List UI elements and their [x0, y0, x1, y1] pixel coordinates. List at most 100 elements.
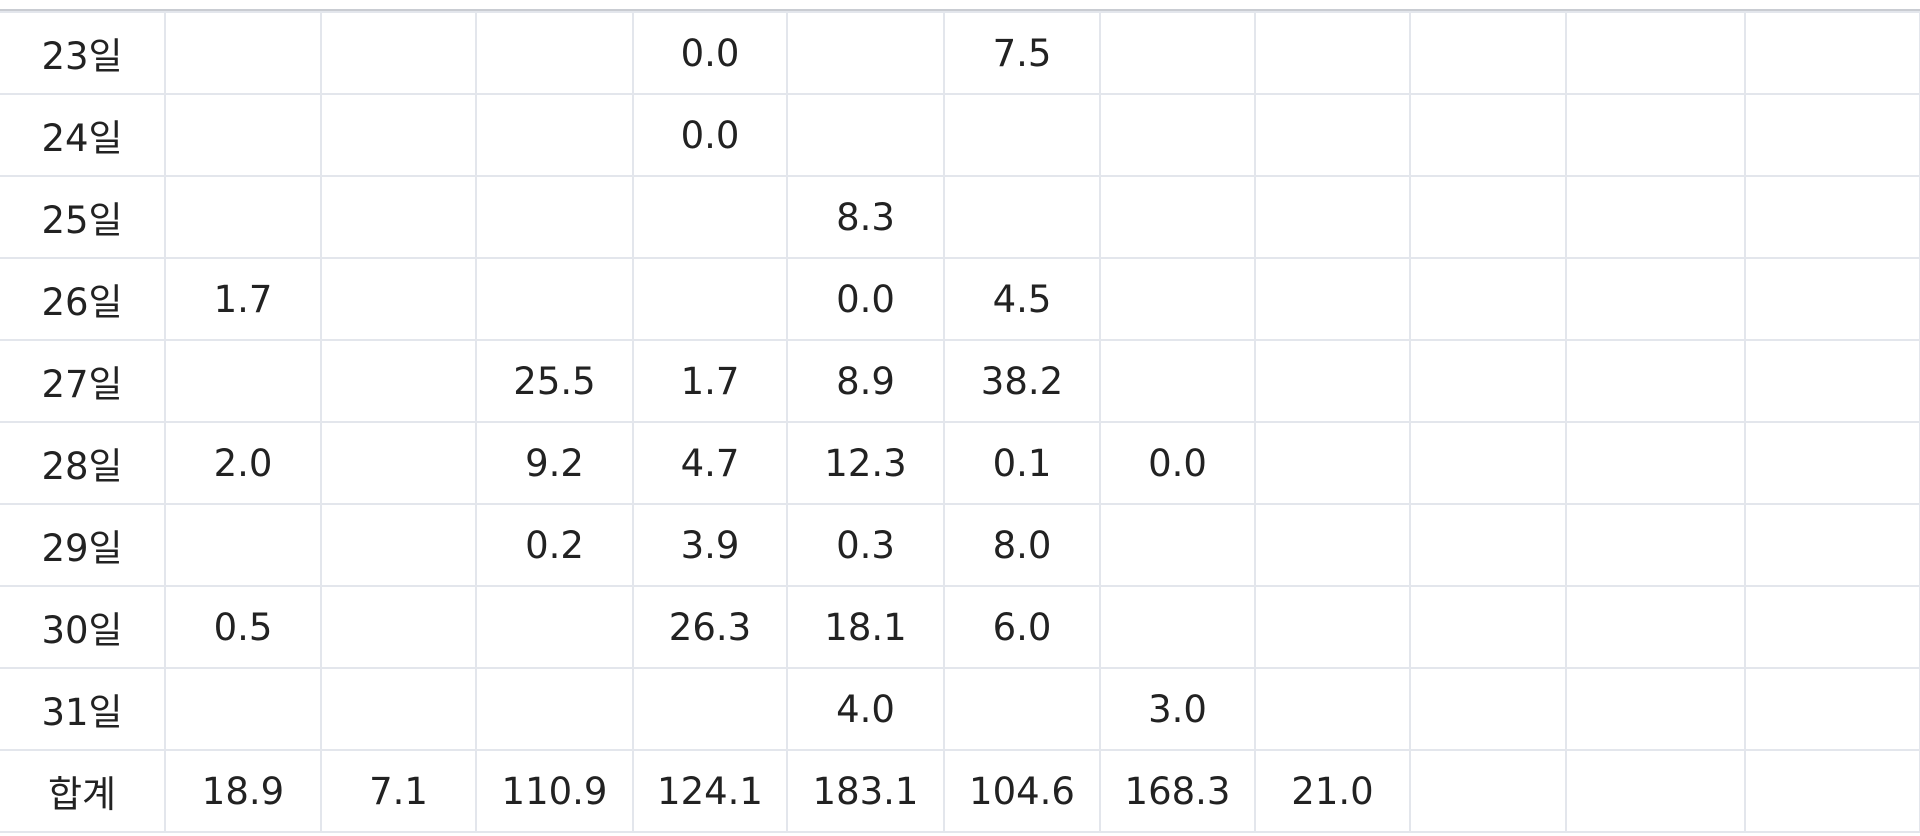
- table-cell: 8.3: [786, 175, 945, 259]
- table-cell: [1744, 585, 1920, 669]
- table-cell: 12.3: [786, 421, 945, 505]
- table-cell: [1409, 421, 1567, 505]
- table-cell: [1254, 11, 1411, 95]
- table-cell: [1254, 503, 1411, 587]
- table-cell: [1565, 585, 1746, 669]
- table-cell: [164, 11, 322, 95]
- row-label: 26일: [0, 257, 166, 341]
- table-cell: 18.1: [786, 585, 945, 669]
- table-cell: 8.9: [786, 339, 945, 423]
- table-row: 28일 2.0 9.2 4.7 12.3 0.1 0.0: [0, 421, 1920, 505]
- table-cell: [1744, 93, 1920, 177]
- table-cell: [632, 175, 788, 259]
- table-cell: [1099, 93, 1256, 177]
- table-cell: 6.0: [943, 585, 1101, 669]
- table-cell: [1744, 11, 1920, 95]
- table-cell: [1565, 11, 1746, 95]
- table-cell: [1409, 667, 1567, 751]
- table-cell: [1744, 257, 1920, 341]
- row-label: 28일: [0, 421, 166, 505]
- table-cell: [1099, 339, 1256, 423]
- table-cell: [1409, 257, 1567, 341]
- table-cell: 9.2: [475, 421, 634, 505]
- table-cell: [1409, 93, 1567, 177]
- row-label: 23일: [0, 11, 166, 95]
- table-cell: [1099, 585, 1256, 669]
- table-cell: [1744, 503, 1920, 587]
- table-cell: [164, 503, 322, 587]
- table-cell: [164, 175, 322, 259]
- table-cell: [632, 667, 788, 751]
- table-cell: [1099, 11, 1256, 95]
- table-cell: [320, 339, 477, 423]
- table-cell: [1254, 421, 1411, 505]
- table-cell: 3.9: [632, 503, 788, 587]
- table-cell: [320, 585, 477, 669]
- table-cell: [943, 667, 1101, 751]
- table-cell: [1254, 257, 1411, 341]
- table-cell: [320, 257, 477, 341]
- table-cell: [164, 339, 322, 423]
- table-cell: 110.9: [475, 749, 634, 833]
- table-cell: 21.0: [1254, 749, 1411, 833]
- table-cell: 104.6: [943, 749, 1101, 833]
- table-cell: [475, 585, 634, 669]
- table-cell: [1099, 257, 1256, 341]
- table-cell: 0.5: [164, 585, 322, 669]
- table-row: 27일 25.5 1.7 8.9 38.2: [0, 339, 1920, 423]
- table-cell: [1565, 749, 1746, 833]
- table-row: 29일 0.2 3.9 0.3 8.0: [0, 503, 1920, 587]
- row-label: 24일: [0, 93, 166, 177]
- table-cell: 7.5: [943, 11, 1101, 95]
- table-cell: [475, 257, 634, 341]
- table-cell: [475, 175, 634, 259]
- table-cell: [164, 93, 322, 177]
- table-row: 23일 0.0 7.5: [0, 11, 1920, 95]
- table-cell: 4.0: [786, 667, 945, 751]
- table-cell: [1409, 503, 1567, 587]
- table-cell: 0.1: [943, 421, 1101, 505]
- table-cell: [1565, 667, 1746, 751]
- table-cell: [320, 11, 477, 95]
- table-cell: 0.2: [475, 503, 634, 587]
- row-label: 30일: [0, 585, 166, 669]
- table-cell: [320, 175, 477, 259]
- table-cell: [1254, 175, 1411, 259]
- table-cell: [943, 175, 1101, 259]
- table-cell: 0.0: [1099, 421, 1256, 505]
- table-cell: 4.7: [632, 421, 788, 505]
- table-cell: [1254, 585, 1411, 669]
- table-cell: 0.0: [632, 93, 788, 177]
- table-cell: [164, 667, 322, 751]
- table-cell: [632, 257, 788, 341]
- row-label: 합계: [0, 749, 166, 833]
- table-cell: [1744, 175, 1920, 259]
- row-label: 29일: [0, 503, 166, 587]
- table-row: 24일 0.0: [0, 93, 1920, 177]
- table-cell: [1744, 667, 1920, 751]
- table-cell: [1409, 175, 1567, 259]
- table-body: 23일 0.0 7.5 24일 0.0 25일 8.3 26일 1.7 0.0 4.5 27일 25.5…: [0, 11, 1920, 833]
- table-cell: 168.3: [1099, 749, 1256, 833]
- table-cell: [320, 93, 477, 177]
- table-cell: [1565, 257, 1746, 341]
- table-cell: 7.1: [320, 749, 477, 833]
- table-row: 25일 8.3: [0, 175, 1920, 259]
- table-cell: [1099, 503, 1256, 587]
- table-cell: 18.9: [164, 749, 322, 833]
- table-cell: 0.3: [786, 503, 945, 587]
- table-cell: 183.1: [786, 749, 945, 833]
- table-cell: 8.0: [943, 503, 1101, 587]
- table-cell: [1565, 339, 1746, 423]
- table-cell: 1.7: [632, 339, 788, 423]
- table-cell: [786, 93, 945, 177]
- table-cell: 4.5: [943, 257, 1101, 341]
- table-cell: [475, 93, 634, 177]
- table-cell: [1565, 175, 1746, 259]
- table-cell: 124.1: [632, 749, 788, 833]
- table-cell: 2.0: [164, 421, 322, 505]
- row-label: 25일: [0, 175, 166, 259]
- table-cell: 38.2: [943, 339, 1101, 423]
- table-cell: [320, 503, 477, 587]
